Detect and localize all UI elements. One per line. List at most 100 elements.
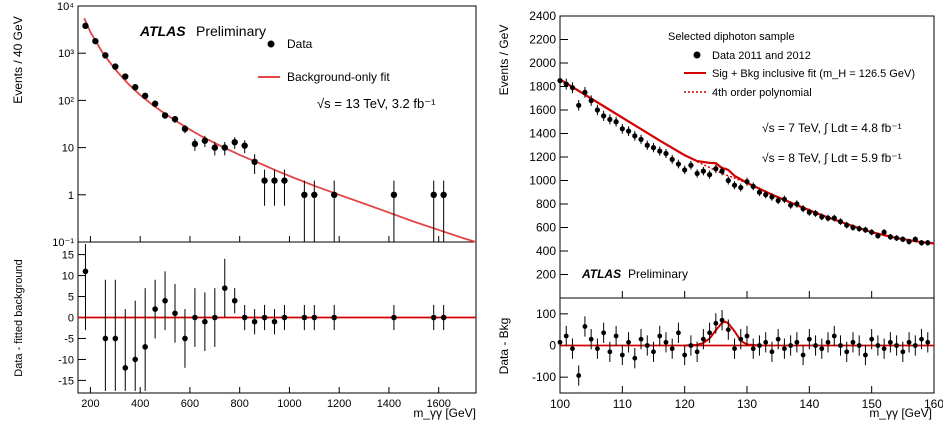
left-data-point xyxy=(430,191,437,198)
right-data-point xyxy=(557,78,563,84)
right-data-point xyxy=(719,168,725,174)
left-resid-point xyxy=(251,318,258,325)
right-y-tick-label: 600 xyxy=(536,221,556,235)
left-ylabel-top: Events / 40 GeV xyxy=(11,16,25,103)
right-x-tick-label: 130 xyxy=(737,397,757,411)
left-data-point xyxy=(141,92,149,100)
left-resid-point xyxy=(142,344,148,350)
left-x-tick-label: 600 xyxy=(181,398,199,410)
right-data-point xyxy=(894,235,900,241)
right-resid-point xyxy=(657,333,663,339)
right-resid-point xyxy=(582,324,588,329)
right-resid-point xyxy=(788,343,794,348)
right-resid-point xyxy=(875,343,881,348)
right-data-point xyxy=(775,197,781,204)
right-x-tick-label: 110 xyxy=(613,397,632,411)
right-data-point xyxy=(576,102,582,108)
right-resid-point xyxy=(906,339,912,345)
right-data-point xyxy=(607,116,613,122)
right-resid-point xyxy=(825,339,831,345)
right-data-point xyxy=(613,119,619,125)
right-resid-point xyxy=(719,317,725,323)
right-resid-point xyxy=(694,349,700,355)
right-resid-point xyxy=(763,339,769,345)
right-resid-point xyxy=(831,333,837,339)
right-data-point xyxy=(569,85,576,91)
right-resid-point xyxy=(601,330,607,336)
right-data-point xyxy=(694,170,700,177)
right-resid-y-tick-label: 0 xyxy=(549,339,556,353)
right-data-point xyxy=(862,227,869,233)
left-data-point xyxy=(301,191,308,198)
left-y-tick-label: 10² xyxy=(58,95,74,107)
right-resid-point xyxy=(632,355,638,361)
left-data-point xyxy=(331,191,338,198)
left-resid-y-tick-label: 0 xyxy=(68,313,74,325)
left-y-tick-label: 10⁻¹ xyxy=(52,237,74,249)
left-resid-point xyxy=(261,314,268,321)
right-y-tick-label: 800 xyxy=(536,197,556,211)
left-x-tick-label: 200 xyxy=(81,398,99,410)
left-resid-point xyxy=(112,335,119,342)
left-resid-point xyxy=(331,314,338,321)
right-data-point xyxy=(806,209,812,215)
right-x-tick-label: 160 xyxy=(924,397,943,411)
left-resid-point xyxy=(440,314,447,321)
left-resid-point xyxy=(391,314,397,321)
left-data-point xyxy=(231,139,238,146)
right-resid-y-tick-label: -100 xyxy=(532,370,556,384)
right-resid-point xyxy=(588,336,594,342)
right-data-point xyxy=(750,183,756,189)
left-data-point xyxy=(112,63,119,70)
right-resid-point xyxy=(850,339,856,345)
left-y-tick-label: 10³ xyxy=(58,48,74,60)
right-data-point xyxy=(781,196,788,202)
right-data-point xyxy=(769,194,775,200)
right-data-point xyxy=(601,113,607,119)
left-resid-point xyxy=(430,314,437,321)
right-resid-signal-line xyxy=(684,320,760,347)
left-energy-label: √s = 13 TeV, 3.2 fb⁻¹ xyxy=(317,96,436,111)
left-resid-point xyxy=(241,314,248,321)
right-data-point xyxy=(819,214,825,220)
left-resid-y-tick-label: -15 xyxy=(58,375,74,387)
right-data-point xyxy=(887,234,893,240)
right-resid-point xyxy=(570,346,575,352)
right-resid-point xyxy=(744,333,750,339)
left-resid-point xyxy=(212,314,218,321)
left-data-point xyxy=(102,52,109,59)
left-legend-fit-label: Background-only fit xyxy=(287,70,390,84)
left-data-point xyxy=(82,22,89,30)
right-resid-point xyxy=(651,349,656,355)
right-resid-point xyxy=(638,336,644,342)
right-resid-point xyxy=(563,333,569,339)
right-resid-point xyxy=(750,346,756,352)
right-resid-point xyxy=(800,352,806,358)
left-data-point xyxy=(390,191,398,198)
left-y-tick-label: 1 xyxy=(68,190,74,202)
right-resid-point xyxy=(576,373,582,378)
left-data-point xyxy=(251,158,258,166)
left-chart: 200 400 600 800 1000 1200 1400 1600 10⁻¹ 1 10 10² 10… xyxy=(11,1,477,420)
right-resid-point xyxy=(838,343,843,348)
right-x-tick-label: 100 xyxy=(550,397,570,411)
right-legend-data-label: Data 2011 and 2012 xyxy=(712,50,811,62)
left-resid-point xyxy=(281,314,288,321)
left-resid-point xyxy=(172,310,178,317)
right-resid-point xyxy=(794,339,800,345)
right-resid-point xyxy=(757,343,762,348)
right-data-point xyxy=(869,229,875,235)
right-resid-point xyxy=(869,336,875,342)
left-top-panel xyxy=(77,5,477,243)
right-data-point xyxy=(632,133,638,139)
right-data-point xyxy=(594,107,601,113)
left-resid-point xyxy=(162,297,168,304)
right-y-tick-label: 1600 xyxy=(529,103,556,117)
right-resid-point xyxy=(682,352,688,358)
right-resid-point xyxy=(925,339,931,345)
left-resid-point xyxy=(122,365,129,371)
left-resid-y-tick-label: 10 xyxy=(62,271,74,283)
right-data-point xyxy=(713,166,719,172)
right-resid-point xyxy=(806,336,812,342)
